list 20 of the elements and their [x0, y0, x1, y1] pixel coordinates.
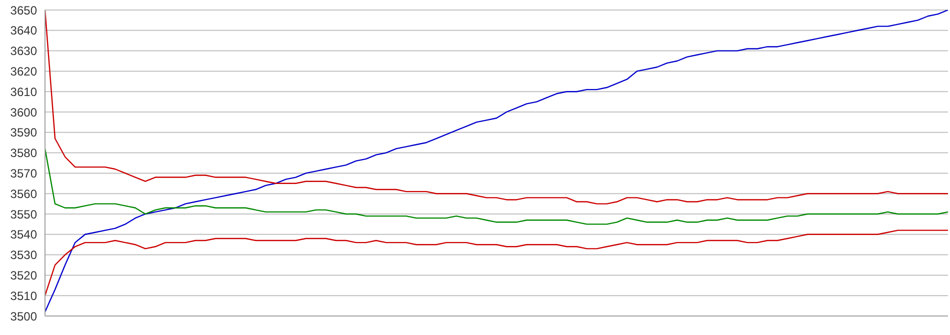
- y-tick-label: 3540: [10, 228, 38, 242]
- y-tick-label: 3600: [10, 105, 38, 120]
- y-tick-label: 3520: [10, 268, 38, 282]
- y-tick-label: 3550: [10, 207, 38, 222]
- y-tick-label: 3650: [10, 3, 38, 18]
- y-tick-label: 3570: [10, 166, 38, 180]
- y-tick-label: 3500: [10, 309, 38, 324]
- line-series: [44, 148, 949, 225]
- y-tick-label: 3620: [10, 64, 38, 78]
- line-series: [44, 10, 949, 204]
- line-series: [44, 230, 949, 296]
- y-tick-label: 3640: [10, 24, 38, 38]
- y-tick-label: 3630: [10, 44, 38, 58]
- y-tick-label: 3610: [10, 84, 38, 99]
- y-tick-label: 3580: [10, 146, 38, 160]
- line-series: [44, 10, 949, 313]
- y-tick-label: 3590: [10, 126, 38, 140]
- y-tick-label: 3510: [10, 288, 38, 303]
- y-tick-label: 3530: [10, 248, 38, 262]
- y-tick-label: 3560: [10, 186, 38, 201]
